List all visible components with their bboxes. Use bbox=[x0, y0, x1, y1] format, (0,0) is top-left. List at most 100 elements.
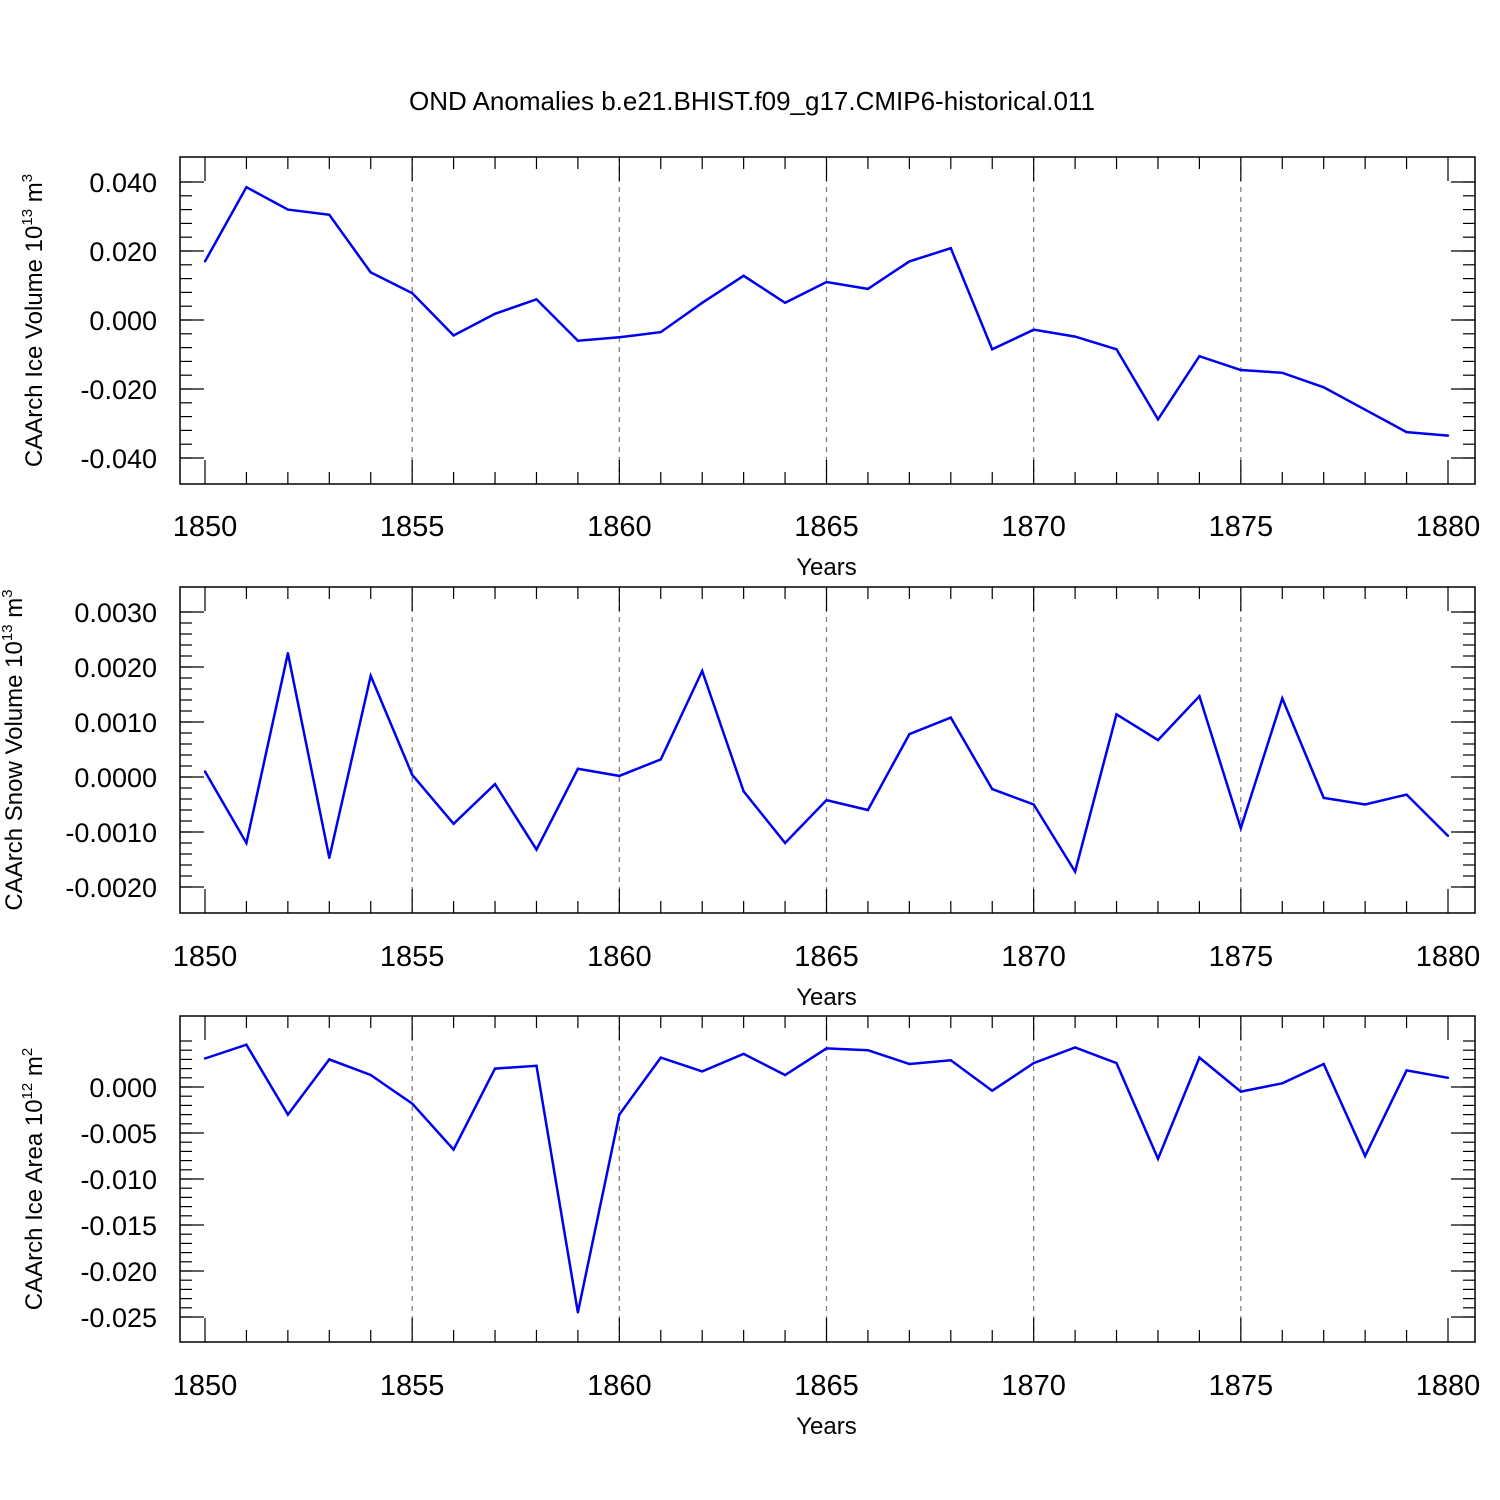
data-point bbox=[1363, 803, 1367, 806]
y-axis-title-main: CAArch Ice Volume 10 bbox=[21, 226, 48, 467]
y-tick-label: -0.010 bbox=[80, 1165, 157, 1195]
y-axis-title: CAArch Ice Volume 1013 m3 bbox=[19, 174, 48, 467]
data-point bbox=[1198, 694, 1201, 698]
data-point bbox=[1322, 1062, 1325, 1066]
data-point bbox=[1032, 328, 1035, 331]
data-point bbox=[618, 774, 621, 778]
data-point bbox=[1115, 348, 1118, 351]
data-point bbox=[701, 301, 704, 304]
x-axis-title: Years bbox=[796, 554, 857, 581]
data-point bbox=[452, 1148, 455, 1151]
data-point bbox=[328, 856, 331, 860]
y-tick-label: 0.040 bbox=[89, 168, 157, 198]
data-point bbox=[908, 260, 911, 263]
data-point bbox=[949, 1059, 952, 1062]
data-point bbox=[493, 1067, 497, 1070]
y-axis-title-main: CAArch Snow Volume 10 bbox=[1, 641, 28, 910]
data-point bbox=[1405, 1069, 1408, 1072]
data-point bbox=[1239, 826, 1243, 830]
plot-frame bbox=[179, 1015, 1476, 1343]
data-point bbox=[825, 798, 828, 802]
data-point bbox=[1115, 713, 1118, 716]
plot-frame bbox=[179, 156, 1476, 485]
data-point bbox=[866, 287, 870, 291]
data-point bbox=[1363, 1154, 1367, 1158]
x-tick-label: 1865 bbox=[794, 1370, 859, 1402]
data-point bbox=[410, 291, 414, 295]
data-point bbox=[742, 790, 745, 793]
panel-1: -0.040 -0.020 0.000 0.020 0.040 1850 1855 1860 1… bbox=[19, 156, 1481, 581]
x-tick-label: 1855 bbox=[380, 1370, 445, 1402]
y-axis-title-exp: 12 bbox=[19, 1083, 36, 1100]
y-axis-title-exp: 13 bbox=[19, 209, 36, 226]
x-tick-label: 1850 bbox=[173, 1370, 238, 1402]
y-tick-label: 0.000 bbox=[89, 1073, 157, 1103]
chart-title: OND Anomalies b.e21.BHIST.f09_g17.CMIP6-… bbox=[409, 86, 1095, 116]
data-point bbox=[618, 1113, 621, 1116]
y-tick-label: 0.020 bbox=[89, 237, 157, 267]
data-point bbox=[1073, 335, 1077, 338]
data-point bbox=[1405, 430, 1408, 434]
x-tick-label: 1875 bbox=[1209, 1370, 1274, 1402]
data-point bbox=[825, 280, 828, 284]
y-axis-title-unit-exp: 3 bbox=[19, 174, 36, 182]
data-point bbox=[535, 298, 538, 301]
y-tick-label: -0.005 bbox=[80, 1119, 157, 1149]
data-point bbox=[1032, 1061, 1035, 1065]
data-point bbox=[1446, 1076, 1450, 1080]
data-point bbox=[203, 1057, 207, 1060]
x-tick-label: 1855 bbox=[380, 511, 445, 543]
data-point bbox=[1073, 1046, 1077, 1049]
data-point bbox=[825, 1047, 828, 1050]
x-tick-label: 1865 bbox=[794, 511, 859, 543]
data-point bbox=[659, 758, 662, 761]
x-tick-label: 1880 bbox=[1416, 1370, 1481, 1402]
data-point bbox=[493, 312, 497, 315]
data-point bbox=[618, 336, 621, 339]
data-point bbox=[1239, 1090, 1243, 1093]
data-point bbox=[369, 271, 372, 274]
x-tick-label: 1870 bbox=[1001, 511, 1066, 543]
data-point bbox=[576, 1311, 580, 1314]
y-tick-label: -0.0010 bbox=[65, 818, 157, 848]
data-point bbox=[1363, 408, 1367, 411]
data-point bbox=[701, 1070, 704, 1073]
data-point bbox=[866, 808, 870, 812]
x-tick-label: 1875 bbox=[1209, 511, 1274, 543]
data-point bbox=[245, 1043, 248, 1046]
data-point bbox=[659, 330, 662, 334]
x-tick-label: 1880 bbox=[1416, 511, 1481, 543]
data-point bbox=[991, 1089, 994, 1092]
y-axis-title: CAArch Snow Volume 1013 m3 bbox=[0, 589, 28, 910]
y-tick-label: -0.025 bbox=[80, 1303, 157, 1333]
data-point bbox=[1073, 870, 1077, 873]
data-point bbox=[991, 348, 994, 351]
data-point bbox=[866, 1049, 870, 1052]
x-tick-label: 1850 bbox=[173, 511, 238, 543]
data-point bbox=[659, 1056, 662, 1059]
data-point bbox=[493, 782, 497, 786]
y-axis-title-unit: m bbox=[21, 182, 48, 209]
data-point bbox=[908, 1062, 911, 1066]
data-point bbox=[1322, 386, 1325, 389]
data-point bbox=[1446, 834, 1450, 838]
x-tick-label: 1860 bbox=[587, 941, 652, 973]
data-point bbox=[1115, 1061, 1118, 1065]
data-point bbox=[410, 1102, 414, 1105]
data-point bbox=[1239, 368, 1243, 372]
data-point bbox=[245, 841, 248, 845]
data-point bbox=[576, 767, 580, 770]
data-point bbox=[203, 260, 207, 263]
x-axis-title: Years bbox=[796, 1413, 857, 1440]
y-tick-label: -0.040 bbox=[80, 444, 157, 474]
y-axis-title-unit: m bbox=[1, 598, 28, 625]
data-point bbox=[369, 1073, 372, 1077]
data-point bbox=[452, 822, 455, 825]
data-point bbox=[949, 247, 952, 250]
y-tick-label: -0.015 bbox=[80, 1211, 157, 1241]
plot-frame bbox=[179, 586, 1476, 914]
y-tick-label: -0.020 bbox=[80, 375, 157, 405]
y-tick-label: 0.0000 bbox=[74, 763, 157, 793]
y-axis-title-main: CAArch Ice Area 10 bbox=[21, 1099, 48, 1310]
